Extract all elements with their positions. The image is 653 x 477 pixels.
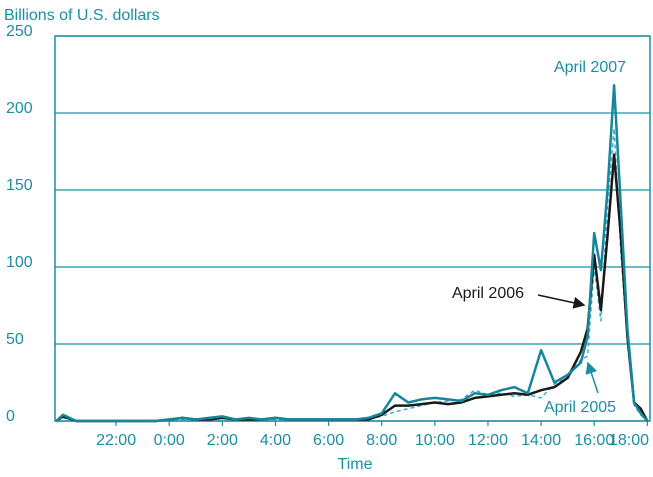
y-tick-label: 50 bbox=[6, 331, 24, 348]
series-line bbox=[55, 127, 648, 422]
x-tick-label: 12:00 bbox=[468, 432, 508, 449]
series-line bbox=[55, 84, 649, 423]
x-tick-label: 8:00 bbox=[366, 432, 397, 449]
x-tick-label: 6:00 bbox=[313, 432, 344, 449]
x-tick-label: 18:00 bbox=[609, 432, 649, 449]
x-tick-label: 10:00 bbox=[415, 432, 455, 449]
plot-frame bbox=[54, 35, 651, 422]
y-axis-label: Billions of U.S. dollars bbox=[4, 7, 160, 24]
x-tick-label: 4:00 bbox=[260, 432, 291, 449]
y-tick-label: 250 bbox=[6, 23, 33, 40]
x-tick-label: 22:00 bbox=[96, 432, 136, 449]
x-tick-label: 2:00 bbox=[207, 432, 238, 449]
series-annotation: April 2006 bbox=[452, 285, 524, 302]
x-tick-label: 16:00 bbox=[574, 432, 614, 449]
series-annotation: April 2007 bbox=[554, 59, 626, 76]
x-axis-label: Time bbox=[338, 456, 373, 473]
annotation-arrow bbox=[585, 361, 599, 394]
annotation-arrow bbox=[537, 294, 586, 309]
series-annotation: April 2005 bbox=[544, 399, 616, 416]
y-tick-label: 0 bbox=[6, 408, 15, 425]
x-tick-label: 14:00 bbox=[521, 432, 561, 449]
y-tick-label: 200 bbox=[6, 100, 33, 117]
y-tick-label: 100 bbox=[6, 254, 33, 271]
y-tick-label: 150 bbox=[6, 177, 33, 194]
x-tick-label: 0:00 bbox=[154, 432, 185, 449]
